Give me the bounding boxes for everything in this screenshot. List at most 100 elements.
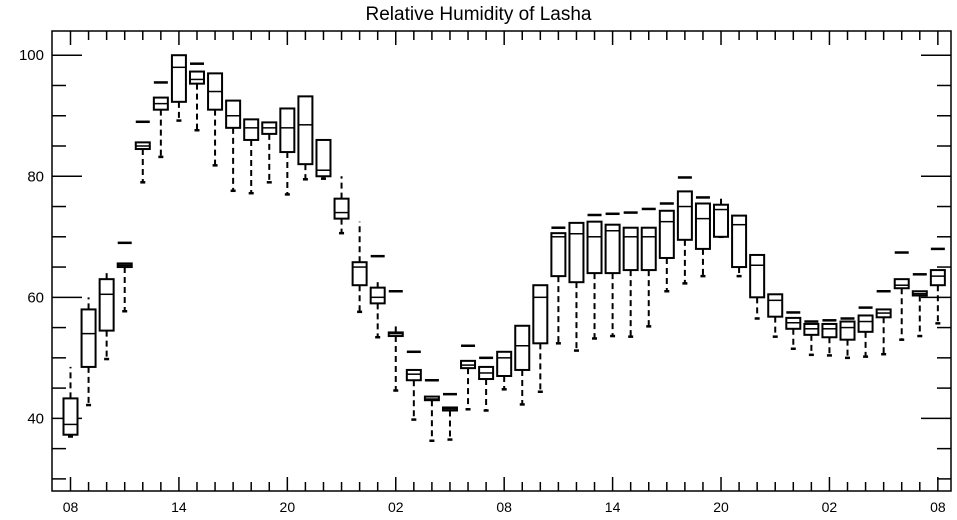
box-rect (496, 350, 513, 377)
box-rect (640, 226, 657, 272)
box-rect (893, 278, 910, 290)
box-item (116, 241, 133, 313)
x-tick-label: 08 (63, 499, 79, 515)
box-rect (514, 324, 531, 371)
box-rect (568, 221, 585, 284)
box-item (676, 176, 693, 285)
box-rect (225, 99, 242, 129)
box-item (731, 214, 748, 278)
box-rect (62, 397, 79, 436)
box-item (929, 247, 946, 325)
box-item (496, 350, 513, 391)
box-rect (857, 314, 874, 333)
box-rect (767, 293, 784, 318)
box-rect (351, 261, 368, 287)
box-item (333, 176, 350, 235)
box-rect (188, 70, 205, 85)
box-item (369, 254, 386, 339)
box-item (803, 320, 820, 357)
box-rect (622, 226, 639, 272)
box-rect (405, 368, 422, 382)
x-tick-label: 02 (822, 499, 838, 515)
box-layer (62, 54, 946, 443)
box-item (911, 273, 928, 338)
box-item (749, 253, 766, 320)
box-rect (550, 232, 567, 278)
x-tick-label: 02 (388, 499, 404, 515)
box-item (839, 317, 856, 360)
box-item (134, 120, 151, 184)
box-rect (676, 190, 693, 241)
box-item (514, 324, 531, 406)
box-item (658, 202, 675, 293)
box-rect (929, 269, 946, 287)
box-item (478, 356, 495, 412)
box-rect (586, 220, 603, 275)
box-item (261, 121, 278, 184)
box-item (460, 344, 477, 411)
chart-title: Relative Humidity of Lasha (365, 4, 592, 25)
box-rect (713, 203, 730, 238)
box-item (586, 213, 603, 340)
tick-layer (52, 31, 951, 491)
box-item (152, 81, 169, 159)
box-item (80, 297, 97, 407)
x-tick-label: 08 (496, 499, 512, 515)
box-item (875, 290, 892, 356)
box-item (767, 293, 784, 338)
box-item (98, 270, 115, 361)
box-item (694, 196, 711, 278)
box-item (188, 62, 205, 132)
box-item (315, 138, 332, 180)
y-tick-label: 40 (27, 410, 44, 427)
box-item (297, 95, 314, 181)
box-item (713, 197, 730, 239)
box-item (423, 378, 440, 443)
box-item (893, 251, 910, 341)
box-rect (731, 214, 748, 269)
box-item (279, 107, 296, 196)
box-rect (80, 308, 97, 368)
box-rect (532, 284, 549, 345)
box-rect (279, 107, 296, 154)
box-rect (658, 209, 675, 259)
box-rect (369, 286, 386, 305)
box-rect (821, 322, 838, 339)
x-tick-label: 20 (713, 499, 729, 515)
box-rect (604, 223, 621, 275)
y-tick-label: 100 (19, 47, 44, 64)
box-rect (243, 118, 260, 141)
box-item (62, 366, 79, 438)
box-rect (315, 138, 332, 178)
tick-label-layer: 40 60 80 100 08 14 20 02 08 14 20 02 08 (19, 47, 946, 515)
y-tick-label: 80 (27, 168, 44, 185)
box-item (207, 72, 224, 167)
box-rect (297, 95, 314, 166)
box-rect (170, 54, 187, 103)
box-item (604, 212, 621, 338)
x-tick-label: 14 (605, 499, 621, 515)
x-tick-label: 20 (280, 499, 296, 515)
box-rect (694, 202, 711, 250)
box-item (640, 207, 657, 328)
box-rect (98, 278, 115, 332)
box-item (785, 311, 802, 351)
box-rect (333, 197, 350, 220)
box-item (857, 306, 874, 358)
box-item (243, 118, 260, 195)
box-item (821, 319, 838, 357)
box-item (550, 226, 567, 345)
box-item (532, 284, 549, 393)
box-item (387, 290, 404, 392)
x-tick-label: 08 (930, 499, 946, 515)
plot-frame (51, 30, 952, 492)
box-item (225, 99, 242, 193)
x-tick-label: 14 (171, 499, 187, 515)
box-item (441, 392, 458, 441)
box-item (622, 211, 639, 338)
box-item (351, 221, 368, 314)
box-rect (749, 253, 766, 299)
box-item (405, 350, 422, 421)
box-item (568, 221, 585, 352)
